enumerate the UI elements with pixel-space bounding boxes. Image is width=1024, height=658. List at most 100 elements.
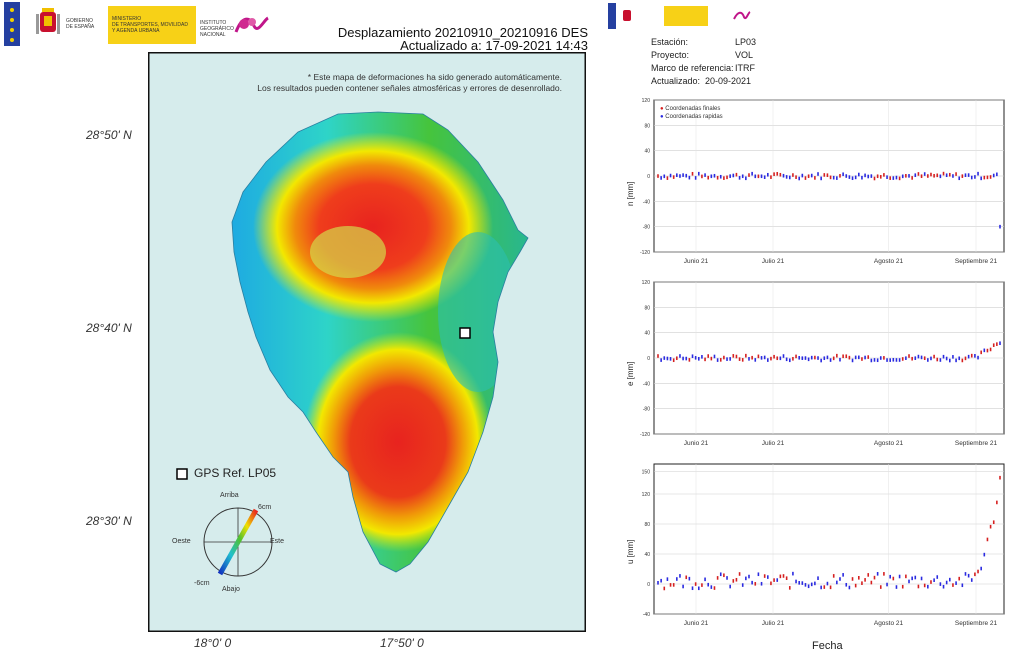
y-tick-label: -80: [643, 225, 650, 231]
data-point: [883, 356, 885, 360]
data-point: [970, 175, 973, 180]
data-point: [792, 173, 794, 177]
station-value: LP03: [735, 37, 757, 47]
compass-east-label: Este: [270, 538, 285, 545]
data-point: [832, 574, 835, 578]
updated-value: 20-09-2021: [705, 76, 752, 86]
data-point: [936, 173, 939, 178]
logo-header-left: GOBIERNO DE ESPAÑA MINISTERIO DE TRANSPO…: [4, 2, 276, 46]
data-point: [945, 356, 948, 361]
data-point: [858, 576, 860, 580]
data-point: [901, 174, 904, 179]
data-point: [770, 175, 772, 179]
x-tick-label: Septiembre 21: [955, 620, 998, 627]
data-point: [842, 172, 844, 177]
data-point: [858, 355, 860, 360]
x-tick-label: Julio 21: [762, 258, 785, 265]
data-point: [886, 358, 888, 362]
data-point: [873, 575, 876, 580]
data-point: [845, 174, 848, 178]
data-point: [767, 172, 769, 177]
map-note-line1: * Este mapa de deformaciones ha sido gen…: [307, 72, 562, 82]
data-point: [697, 586, 700, 591]
data-point: [873, 358, 876, 362]
data-point: [751, 580, 753, 585]
data-point: [792, 571, 794, 576]
data-point: [694, 582, 697, 586]
data-point: [920, 174, 923, 179]
data-point: [939, 582, 942, 586]
ministry-line1: MINISTERIO: [112, 16, 142, 22]
data-point: [832, 356, 835, 361]
data-point: [842, 354, 844, 359]
data-point: [848, 355, 851, 360]
data-point: [672, 175, 675, 179]
chart-e: 120 80 40 0 -40 -80 -120 Junio 21 Julio 21 Agosto…: [626, 278, 1006, 458]
y-tick-label: 0: [647, 582, 650, 588]
data-point: [713, 586, 716, 590]
data-point: [788, 175, 791, 180]
data-point: [745, 176, 747, 181]
chart-u-ylabel: u [mm]: [626, 539, 635, 564]
chart-u-xlabel: Fecha: [812, 640, 843, 652]
data-point: [883, 572, 885, 576]
logo-header-right: [608, 3, 752, 29]
data-point: [751, 355, 753, 360]
data-point: [948, 577, 951, 582]
data-point: [814, 581, 816, 586]
data-point: [870, 174, 873, 178]
data-point: [785, 576, 788, 581]
data-point: [992, 520, 995, 525]
data-point: [936, 575, 939, 579]
data-point: [810, 355, 813, 360]
data-point: [817, 172, 819, 176]
y-tick-label: 0: [647, 356, 650, 362]
chart-n: 120 80 40 0 -40 -80 -120 Junio 21 Julio 21 Agosto…: [626, 96, 1006, 276]
data-point: [989, 175, 992, 179]
data-point: [817, 576, 819, 580]
data-point: [908, 174, 910, 178]
data-point: [660, 358, 662, 362]
data-point: [776, 578, 779, 582]
data-point: [745, 576, 747, 581]
data-point: [782, 173, 785, 178]
y-tick-label: 120: [642, 280, 651, 286]
data-point: [773, 172, 775, 176]
data-point: [823, 585, 826, 589]
data-point: [854, 175, 857, 180]
data-point: [867, 355, 870, 359]
data-point: [974, 572, 976, 577]
data-point: [851, 176, 854, 181]
legend-final-label: Coordenadas finales: [665, 106, 721, 112]
x-tick-label: Julio 21: [762, 620, 785, 627]
data-point: [682, 356, 684, 361]
data-point: [672, 358, 675, 363]
data-point: [779, 172, 782, 177]
data-point: [735, 577, 738, 582]
data-point: [798, 355, 800, 360]
data-point: [867, 174, 870, 179]
y-tick-label: 40: [644, 149, 650, 155]
x-tick-label: Junio 21: [684, 258, 709, 265]
data-point: [757, 354, 760, 359]
data-point: [757, 174, 760, 179]
chart-n-plot: 120 80 40 0 -40 -80 -120 Junio 21 Julio 21 Agosto…: [640, 98, 1005, 265]
data-point: [905, 173, 907, 178]
data-point: [685, 173, 688, 178]
data-point: [883, 173, 885, 177]
x-tick-label: Junio 21: [684, 440, 709, 447]
legend-final: ● Coordenadas finales: [660, 106, 721, 112]
data-point: [707, 354, 710, 358]
data-point: [911, 176, 913, 180]
data-point: [889, 176, 891, 180]
chart-u: 150 120 80 40 0 -40 Junio 21 Julio 21 Agosto 21 S…: [626, 460, 1006, 638]
data-point: [707, 582, 710, 587]
data-point: [964, 173, 967, 177]
data-point: [999, 341, 1001, 346]
data-point: [760, 174, 763, 179]
data-point: [820, 585, 822, 590]
data-point: [933, 354, 935, 359]
data-point: [760, 581, 763, 586]
data-point: [986, 348, 989, 353]
data-point: [663, 356, 666, 360]
